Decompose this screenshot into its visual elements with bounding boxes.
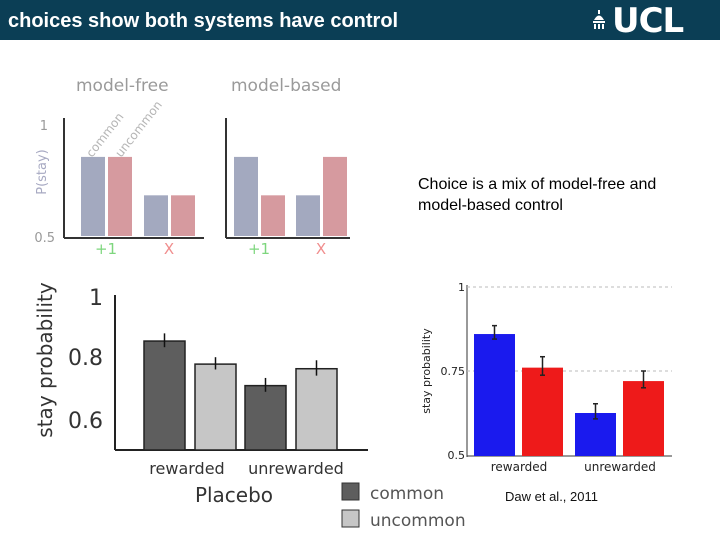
legend-swatch-uncommon [341, 509, 360, 528]
schem-bar-2-1-uncommon [261, 195, 285, 236]
schem-bar-1-1-common [81, 156, 105, 236]
placebo-xlabel-unrewarded: unrewarded [248, 459, 344, 478]
placebo-bar-unrewarded-uncommon [295, 367, 338, 451]
placebo-marks [114, 295, 368, 451]
schem-xtick-1-1: +1 [95, 240, 117, 258]
daw-bar-rewarded-common [474, 334, 515, 456]
legend-swatch-common [341, 482, 360, 501]
legend-label-common: common [370, 484, 444, 504]
schem-xtick-2-2: X [316, 240, 326, 258]
schem-ytick-bottom: 0.5 [34, 231, 55, 246]
daw-ylabel: stay probability [420, 328, 433, 414]
placebo-ytick-08: 0.8 [68, 346, 103, 371]
daw-bar-unrewarded-common [575, 413, 616, 456]
legend-label-uncommon: uncommon [370, 511, 466, 531]
daw-xlabel-unrewarded: unrewarded [584, 460, 656, 474]
placebo-bar-rewarded-common [143, 340, 186, 451]
slide-title: choices show both systems have control [8, 10, 399, 32]
placebo-chart: stay probability 1 0.8 0.6 rewarded unre… [33, 282, 466, 531]
schem-xtick-1-2: X [164, 240, 174, 258]
placebo-xlabel-rewarded: rewarded [149, 459, 224, 478]
daw-xlabel-rewarded: rewarded [491, 460, 548, 474]
note-text: Choice is a mix of model-free and model-… [418, 176, 657, 214]
schem-ytick-top: 1 [40, 119, 48, 134]
schem-bar-2-2-uncommon [323, 156, 347, 236]
placebo-ylabel: stay probability [33, 282, 57, 438]
schem-bar-1-1-uncommon [108, 156, 132, 236]
schem-bar-2-2-common [296, 195, 320, 236]
schem-panel1-title: model-free [76, 76, 169, 96]
daw-bar-rewarded-uncommon [522, 367, 563, 456]
daw-bar-unrewarded-uncommon [623, 381, 664, 456]
citation: Daw et al., 2011 [505, 489, 598, 504]
schem-xtick-2-1: +1 [248, 240, 270, 258]
daw-ytick-1: 1 [458, 281, 465, 294]
placebo-ytick-06: 0.6 [68, 409, 103, 434]
schem-label-uncommon: uncommon [112, 98, 165, 160]
daw-marks [466, 285, 672, 457]
daw-ytick-075: 0.75 [441, 365, 466, 378]
ucl-dome-icon [593, 10, 605, 29]
schem-marks: +1 X +1 X [63, 118, 350, 258]
schem-bar-1-2-common [144, 195, 168, 236]
schem-ylabel: P(stay) [35, 149, 50, 195]
placebo-bar-unrewarded-common [244, 384, 287, 451]
placebo-title: Placebo [195, 483, 273, 507]
daw-chart: stay probability 1 0.75 0.5 rewarded unr… [420, 281, 672, 474]
ucl-logo: UCL [612, 1, 684, 41]
placebo-bar-rewarded-uncommon [194, 363, 237, 451]
schem-panel2-title: model-based [231, 76, 341, 96]
schematic-chart: P(stay) 1 0.5 model-free model-based com… [34, 76, 350, 258]
daw-ytick-05: 0.5 [448, 449, 466, 462]
schem-bar-1-2-uncommon [171, 195, 195, 236]
placebo-ytick-1: 1 [89, 286, 103, 311]
schem-bar-2-1-common [234, 156, 258, 236]
schem-y-axis: P(stay) 1 0.5 [34, 119, 55, 246]
